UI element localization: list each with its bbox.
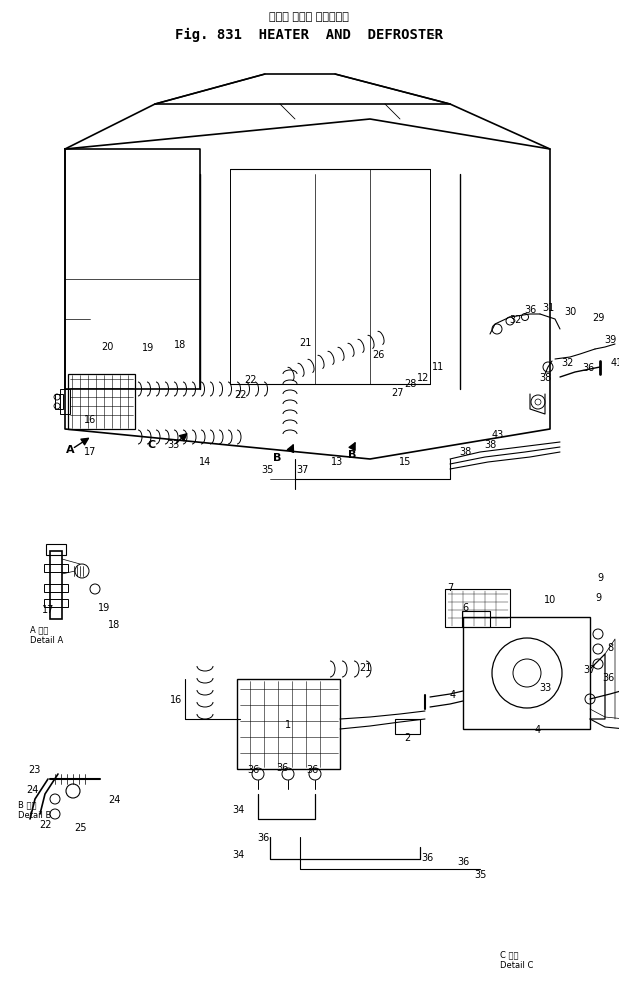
Bar <box>50 551 62 619</box>
Bar <box>462 611 490 627</box>
Bar <box>44 599 68 607</box>
Text: 15: 15 <box>399 457 411 466</box>
Bar <box>463 617 590 730</box>
Text: 34: 34 <box>233 805 245 814</box>
Text: 19: 19 <box>98 602 110 612</box>
Text: 36: 36 <box>602 672 614 682</box>
Text: 36: 36 <box>247 764 259 774</box>
Text: 2: 2 <box>404 733 410 742</box>
Bar <box>395 719 420 735</box>
Bar <box>237 679 340 769</box>
Text: 38: 38 <box>484 440 496 450</box>
Text: 37: 37 <box>296 464 308 474</box>
Text: 8: 8 <box>607 642 613 653</box>
Bar <box>68 375 135 430</box>
Text: 9: 9 <box>597 573 603 583</box>
Text: 13: 13 <box>331 457 343 466</box>
Text: 26: 26 <box>372 350 384 360</box>
Text: 36: 36 <box>306 764 318 774</box>
Text: 22: 22 <box>244 375 256 385</box>
Text: 39: 39 <box>604 334 616 345</box>
Text: 29: 29 <box>592 313 604 322</box>
Text: 38: 38 <box>459 447 471 457</box>
Text: 7: 7 <box>447 583 453 593</box>
Text: 14: 14 <box>199 457 211 466</box>
Text: 36: 36 <box>257 832 269 842</box>
Text: 16: 16 <box>170 694 182 704</box>
Text: 32: 32 <box>509 315 521 324</box>
Text: Fig. 831  HEATER  AND  DEFROSTER: Fig. 831 HEATER AND DEFROSTER <box>175 28 443 42</box>
Text: A: A <box>66 445 74 455</box>
Text: 36: 36 <box>276 762 288 772</box>
Text: C: C <box>148 440 156 450</box>
Text: 36: 36 <box>457 856 469 866</box>
Text: 25: 25 <box>74 822 86 832</box>
Text: 18: 18 <box>174 339 186 350</box>
Text: ヒータ および デフロスタ: ヒータ および デフロスタ <box>269 12 349 22</box>
Text: 9: 9 <box>595 593 601 602</box>
Text: 6: 6 <box>462 602 468 612</box>
Text: 30: 30 <box>564 307 576 317</box>
Text: 38: 38 <box>539 373 551 383</box>
Bar <box>46 544 66 555</box>
Bar <box>55 394 63 409</box>
Text: 10: 10 <box>544 595 556 604</box>
Text: B 詳細
Detail B: B 詳細 Detail B <box>18 800 51 818</box>
Text: 23: 23 <box>28 764 40 774</box>
Text: 31: 31 <box>542 303 554 313</box>
Text: 33: 33 <box>539 682 551 692</box>
Text: 21: 21 <box>299 337 311 348</box>
Text: 36: 36 <box>524 305 536 315</box>
Text: 4: 4 <box>450 689 456 699</box>
Text: 16: 16 <box>84 414 96 425</box>
Text: 11: 11 <box>432 362 444 372</box>
Text: 35: 35 <box>474 869 486 880</box>
Text: 32: 32 <box>562 358 574 368</box>
Text: 33: 33 <box>167 440 179 450</box>
Bar <box>44 585 68 593</box>
Text: 41: 41 <box>611 358 619 368</box>
Text: 24: 24 <box>108 794 120 805</box>
Text: 1: 1 <box>285 719 291 730</box>
Text: 36: 36 <box>582 363 594 373</box>
Text: 17: 17 <box>84 447 96 457</box>
Text: 20: 20 <box>101 342 113 352</box>
Text: 27: 27 <box>391 387 403 397</box>
Bar <box>445 590 510 627</box>
Text: 18: 18 <box>108 619 120 629</box>
Text: 4: 4 <box>535 725 541 735</box>
Text: 36: 36 <box>421 852 433 862</box>
Text: B: B <box>348 450 356 459</box>
Text: 12: 12 <box>417 373 429 383</box>
Text: 21: 21 <box>359 663 371 672</box>
Text: 34: 34 <box>233 849 245 859</box>
Text: A 詳細
Detail A: A 詳細 Detail A <box>30 625 63 644</box>
Text: 28: 28 <box>404 379 416 388</box>
Text: 22: 22 <box>39 819 51 829</box>
Text: 17: 17 <box>42 604 54 614</box>
Text: 19: 19 <box>142 343 154 353</box>
Text: C 詳細
Detail C: C 詳細 Detail C <box>500 950 534 968</box>
Text: 22: 22 <box>234 389 246 399</box>
Text: 35: 35 <box>261 464 273 474</box>
Text: 43: 43 <box>492 430 504 440</box>
Text: 37: 37 <box>584 665 596 674</box>
Text: 24: 24 <box>26 784 38 794</box>
Text: B: B <box>273 453 281 462</box>
Text: -: - <box>430 30 434 40</box>
Bar <box>60 389 70 414</box>
Bar <box>44 564 68 573</box>
